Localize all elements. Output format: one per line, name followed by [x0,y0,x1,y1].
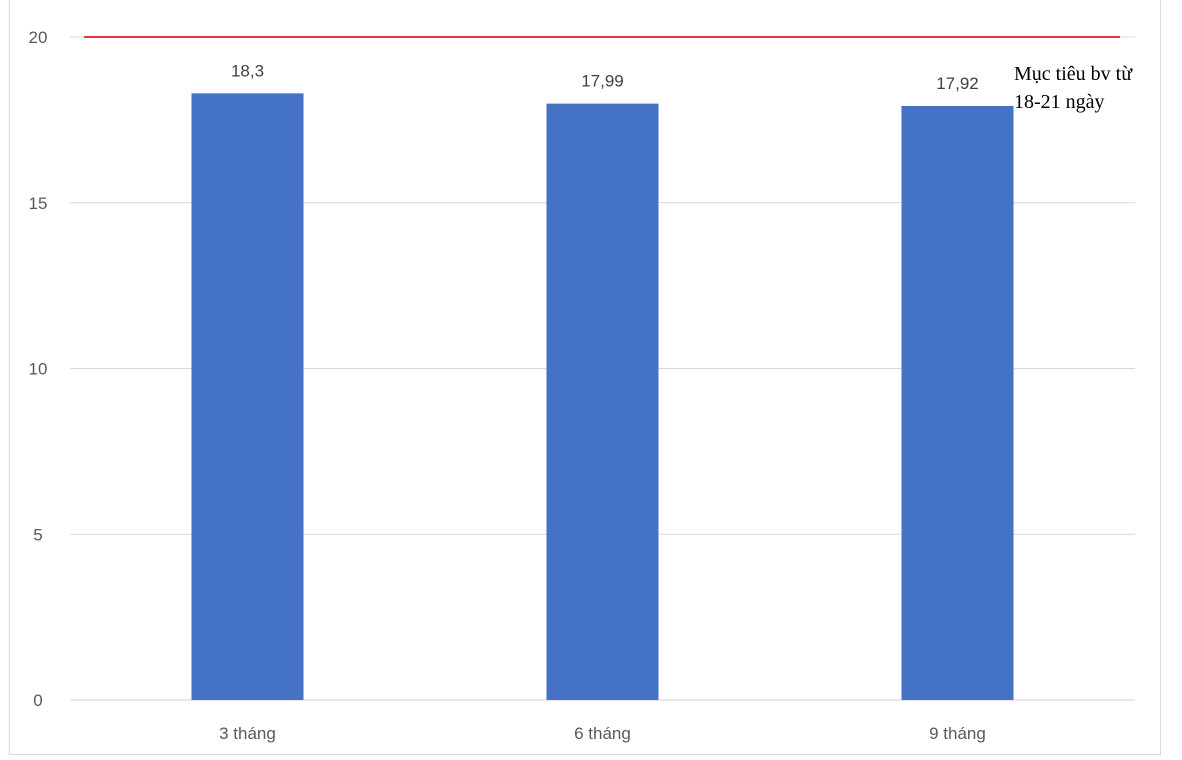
chart-frame [9,0,1161,755]
x-tick-label: 9 tháng [929,724,986,743]
target-annotation-line: Mục tiêu bv từ [1014,63,1133,85]
x-tick-label: 3 tháng [219,724,276,743]
bar [901,105,1014,700]
bars-layer [191,93,1014,701]
y-tick-label: 10 [29,360,48,379]
target-annotation-line: 18-21 ngày [1014,91,1105,113]
y-tick-label: 5 [33,525,42,544]
x-tick-label: 6 tháng [574,724,631,743]
y-tick-label: 20 [29,28,48,47]
data-label: 18,3 [231,61,264,80]
data-label: 17,92 [936,74,979,93]
bar [191,93,304,701]
bar [546,103,659,701]
data-label: 17,99 [581,72,624,91]
y-tick-label: 0 [33,691,42,710]
y-tick-label: 15 [29,194,48,213]
labels-layer: 0 5 10 15 20 Mục tiêu bv từ 18-21 ngày 18,3 3 th… [29,28,1134,743]
